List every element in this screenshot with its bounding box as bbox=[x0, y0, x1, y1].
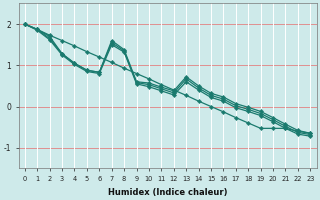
X-axis label: Humidex (Indice chaleur): Humidex (Indice chaleur) bbox=[108, 188, 227, 197]
